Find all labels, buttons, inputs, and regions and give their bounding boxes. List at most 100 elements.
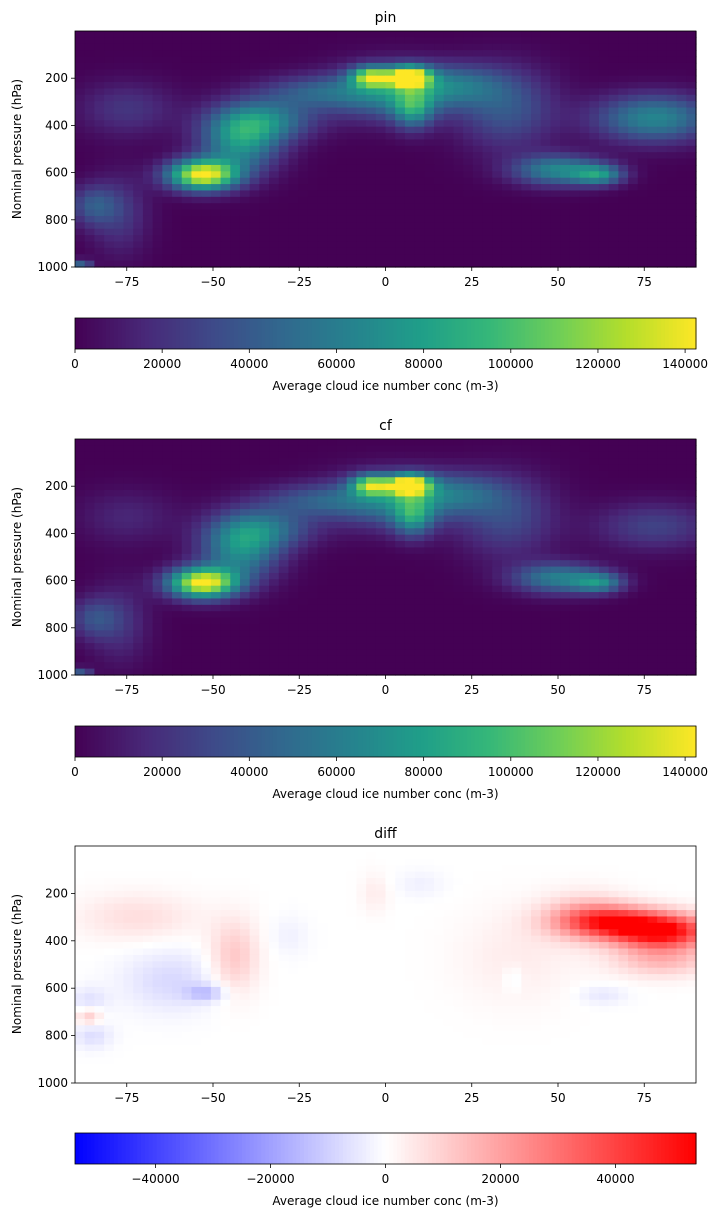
heatmap-cell — [589, 62, 600, 70]
heatmap-cell — [181, 560, 193, 568]
heatmap-cell — [540, 133, 552, 141]
heatmap-cell — [511, 566, 522, 574]
heatmap-cell — [434, 107, 445, 115]
heatmap-cell — [492, 572, 503, 580]
heatmap-cell — [201, 643, 212, 651]
heatmap-cell — [162, 50, 173, 58]
heatmap-cell — [589, 222, 600, 230]
heatmap-cell — [162, 630, 173, 638]
heatmap-cell — [608, 502, 619, 510]
heatmap-cell — [385, 509, 396, 517]
heatmap-cell — [482, 534, 493, 542]
heatmap-cell — [94, 82, 105, 90]
heatmap-cell — [152, 139, 163, 147]
heatmap-cell — [162, 541, 173, 549]
heatmap-cell — [123, 592, 134, 600]
heatmap-cell — [298, 69, 309, 77]
heatmap-cell — [482, 502, 493, 510]
heatmap-cell — [579, 228, 590, 236]
heatmap-cell — [492, 145, 503, 153]
heatmap-cell — [676, 88, 687, 96]
heatmap-cell — [375, 496, 387, 504]
heatmap-cell — [259, 592, 270, 600]
heatmap-cell — [94, 451, 105, 459]
heatmap-cell — [317, 598, 328, 606]
heatmap-cell — [550, 75, 561, 83]
heatmap-cell — [647, 235, 658, 243]
heatmap-cell — [133, 139, 144, 147]
heatmap-cell — [181, 133, 193, 141]
heatmap-cell — [298, 31, 309, 38]
heatmap-cell — [424, 483, 435, 491]
heatmap-cell — [501, 82, 513, 90]
heatmap-cell — [666, 598, 678, 606]
heatmap-cell — [501, 120, 513, 128]
heatmap-cell — [589, 598, 600, 606]
heatmap-cell — [501, 158, 513, 166]
heatmap-cell — [327, 184, 338, 192]
heatmap-cell — [482, 528, 493, 536]
heatmap-cell — [278, 464, 290, 472]
heatmap-cell — [618, 598, 629, 606]
heatmap-cell — [501, 623, 513, 631]
heatmap-cell — [336, 547, 348, 555]
x-tick-label: 0 — [382, 683, 390, 697]
heatmap-cell — [443, 88, 455, 96]
heatmap-cell — [463, 133, 474, 141]
heatmap-cell — [327, 254, 338, 262]
heatmap-cell — [618, 528, 629, 536]
heatmap-cell — [152, 604, 163, 612]
heatmap-cell — [269, 254, 280, 262]
heatmap-cell — [239, 126, 251, 134]
colorbar-segment — [564, 318, 569, 349]
heatmap-cell — [531, 101, 542, 109]
heatmap-cell — [239, 75, 251, 83]
colorbar-segment — [284, 318, 290, 349]
heatmap-cell — [589, 649, 600, 657]
heatmap-cell — [628, 509, 639, 517]
heatmap-cell — [123, 445, 134, 453]
heatmap-cell — [84, 62, 95, 70]
heatmap-cell — [298, 260, 309, 268]
heatmap-cell — [569, 598, 581, 606]
heatmap-cell — [686, 62, 697, 70]
heatmap-cell — [191, 509, 202, 517]
heatmap-cell — [278, 94, 290, 102]
heatmap-cell — [317, 592, 328, 600]
heatmap-cell — [181, 483, 193, 491]
heatmap-cell — [501, 566, 513, 574]
heatmap-cell — [104, 113, 115, 121]
heatmap-cell — [492, 623, 503, 631]
heatmap-cell — [104, 203, 115, 211]
heatmap-cell — [307, 152, 319, 160]
heatmap-cell — [579, 636, 590, 644]
heatmap-cell — [560, 260, 571, 268]
heatmap-cell — [307, 451, 319, 459]
heatmap-cell — [666, 75, 678, 83]
heatmap-cell — [395, 521, 406, 529]
heatmap-cell — [657, 62, 668, 70]
heatmap-cell — [307, 37, 319, 45]
heatmap-cell — [531, 31, 542, 38]
heatmap-cell — [472, 617, 484, 625]
heatmap-cell — [521, 636, 532, 644]
heatmap-cell — [269, 560, 280, 568]
heatmap-cell — [637, 215, 649, 223]
heatmap-cell — [608, 572, 619, 580]
heatmap-cell — [618, 43, 629, 51]
heatmap-cell — [618, 445, 629, 453]
colorbar-segment — [78, 318, 84, 349]
heatmap-cell — [531, 50, 542, 58]
heatmap-cell — [647, 126, 658, 134]
heatmap-cell — [647, 477, 658, 485]
heatmap-cell — [569, 133, 581, 141]
heatmap-cell — [181, 477, 193, 485]
heatmap-cell — [482, 483, 493, 491]
heatmap-cell — [453, 458, 464, 466]
heatmap-cell — [210, 560, 222, 568]
heatmap-cell — [269, 662, 280, 670]
heatmap-cell — [346, 164, 357, 172]
heatmap-cell — [113, 496, 125, 504]
heatmap-cell — [123, 126, 134, 134]
heatmap-cell — [521, 126, 532, 134]
